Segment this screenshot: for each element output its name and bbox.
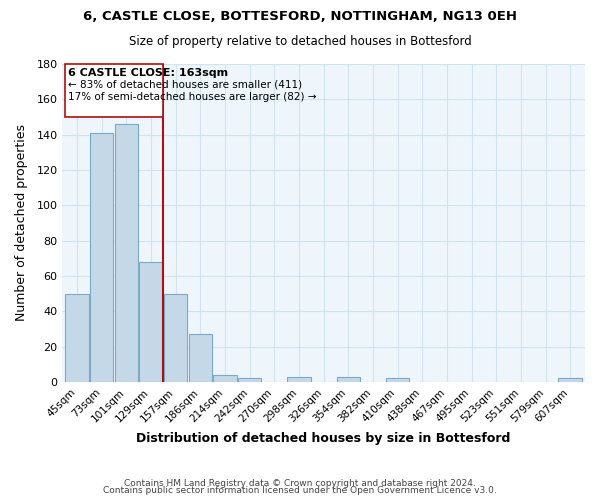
Bar <box>115 124 138 382</box>
Bar <box>386 378 409 382</box>
Bar <box>214 375 237 382</box>
X-axis label: Distribution of detached houses by size in Bottesford: Distribution of detached houses by size … <box>136 432 511 445</box>
Text: 6, CASTLE CLOSE, BOTTESFORD, NOTTINGHAM, NG13 0EH: 6, CASTLE CLOSE, BOTTESFORD, NOTTINGHAM,… <box>83 10 517 23</box>
Text: Contains HM Land Registry data © Crown copyright and database right 2024.: Contains HM Land Registry data © Crown c… <box>124 478 476 488</box>
Bar <box>238 378 262 382</box>
FancyBboxPatch shape <box>65 64 163 117</box>
Bar <box>139 262 163 382</box>
Text: Size of property relative to detached houses in Bottesford: Size of property relative to detached ho… <box>128 35 472 48</box>
Text: ← 83% of detached houses are smaller (411): ← 83% of detached houses are smaller (41… <box>68 80 302 90</box>
Bar <box>90 133 113 382</box>
Bar <box>337 376 360 382</box>
Text: 6 CASTLE CLOSE: 163sqm: 6 CASTLE CLOSE: 163sqm <box>68 68 229 78</box>
Bar <box>65 294 89 382</box>
Bar <box>188 334 212 382</box>
Bar <box>164 294 187 382</box>
Bar <box>559 378 582 382</box>
Text: 17% of semi-detached houses are larger (82) →: 17% of semi-detached houses are larger (… <box>68 92 317 102</box>
Bar <box>287 376 311 382</box>
Text: Contains public sector information licensed under the Open Government Licence v3: Contains public sector information licen… <box>103 486 497 495</box>
Y-axis label: Number of detached properties: Number of detached properties <box>15 124 28 322</box>
